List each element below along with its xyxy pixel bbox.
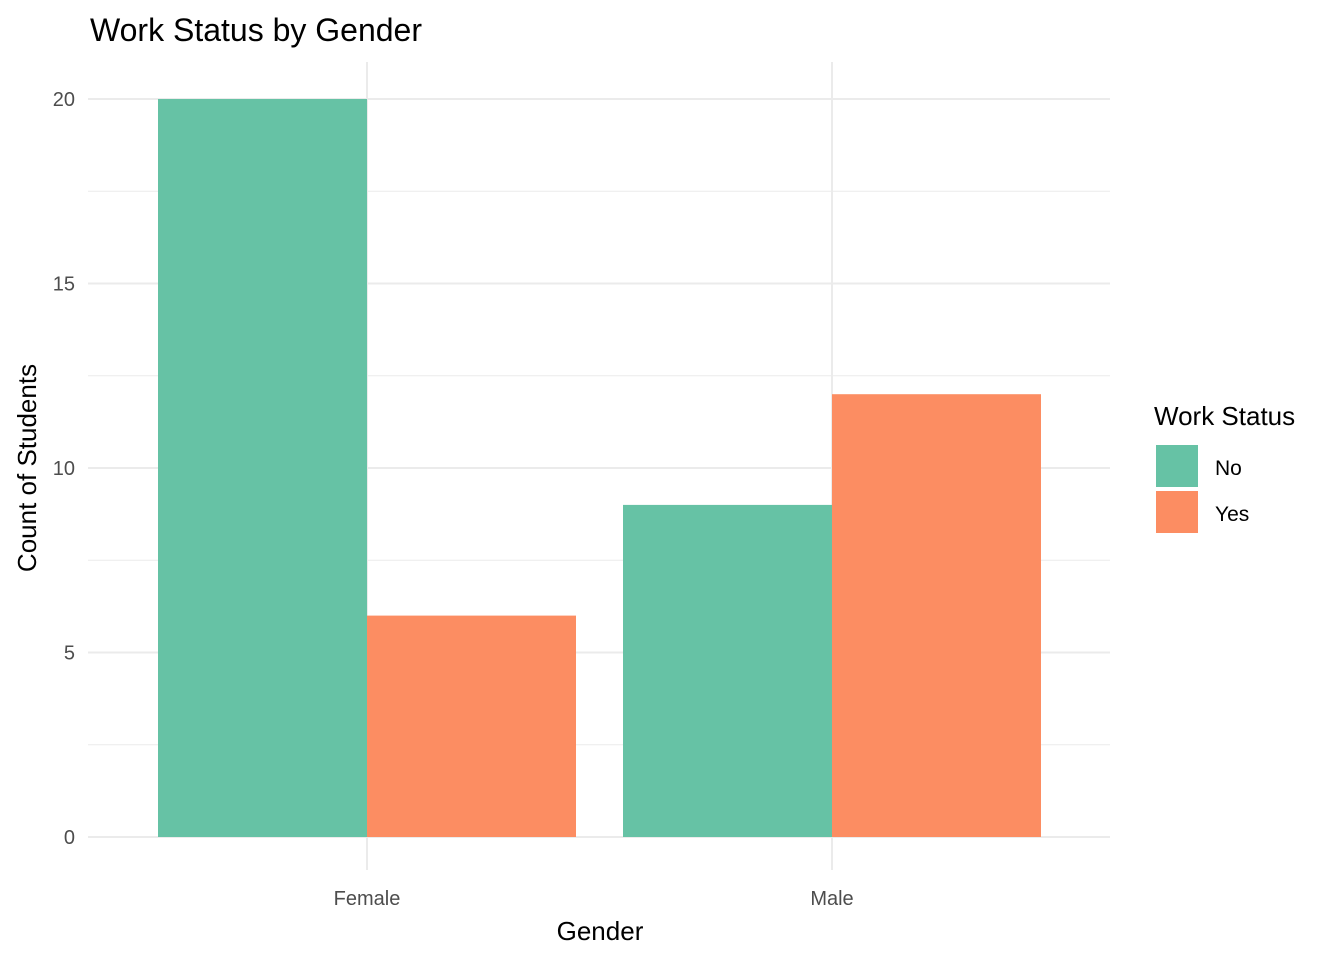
y-tick-label: 0 [64, 827, 75, 849]
x-tick-label: Female [334, 888, 401, 910]
legend-items: No Yes [1156, 445, 1249, 533]
legend-title: Work Status [1154, 401, 1295, 431]
plot-panel [88, 62, 1110, 870]
bar-female-no [158, 99, 367, 837]
legend-label: Yes [1215, 503, 1249, 526]
legend-item-no: No [1156, 445, 1242, 487]
x-tick-label: Male [810, 888, 853, 910]
bar-female-yes [367, 615, 576, 837]
x-axis-title: Gender [557, 916, 644, 946]
x-axis-ticks: Female Male [334, 888, 854, 910]
legend: Work Status No Yes [1154, 401, 1295, 533]
legend-swatch [1156, 491, 1198, 533]
y-tick-label: 20 [53, 89, 75, 111]
y-axis-title: Count of Students [12, 364, 42, 572]
legend-label: No [1215, 457, 1242, 480]
y-tick-label: 10 [53, 458, 75, 480]
chart-title: Work Status by Gender [90, 12, 422, 48]
y-axis-ticks: 0 5 10 15 20 [53, 89, 75, 849]
bar-male-no [623, 504, 832, 837]
y-tick-label: 15 [53, 274, 75, 296]
y-tick-label: 5 [64, 643, 75, 665]
bars [158, 99, 1041, 837]
bar-male-yes [832, 394, 1041, 837]
legend-swatch [1156, 445, 1198, 487]
legend-item-yes: Yes [1156, 491, 1249, 533]
